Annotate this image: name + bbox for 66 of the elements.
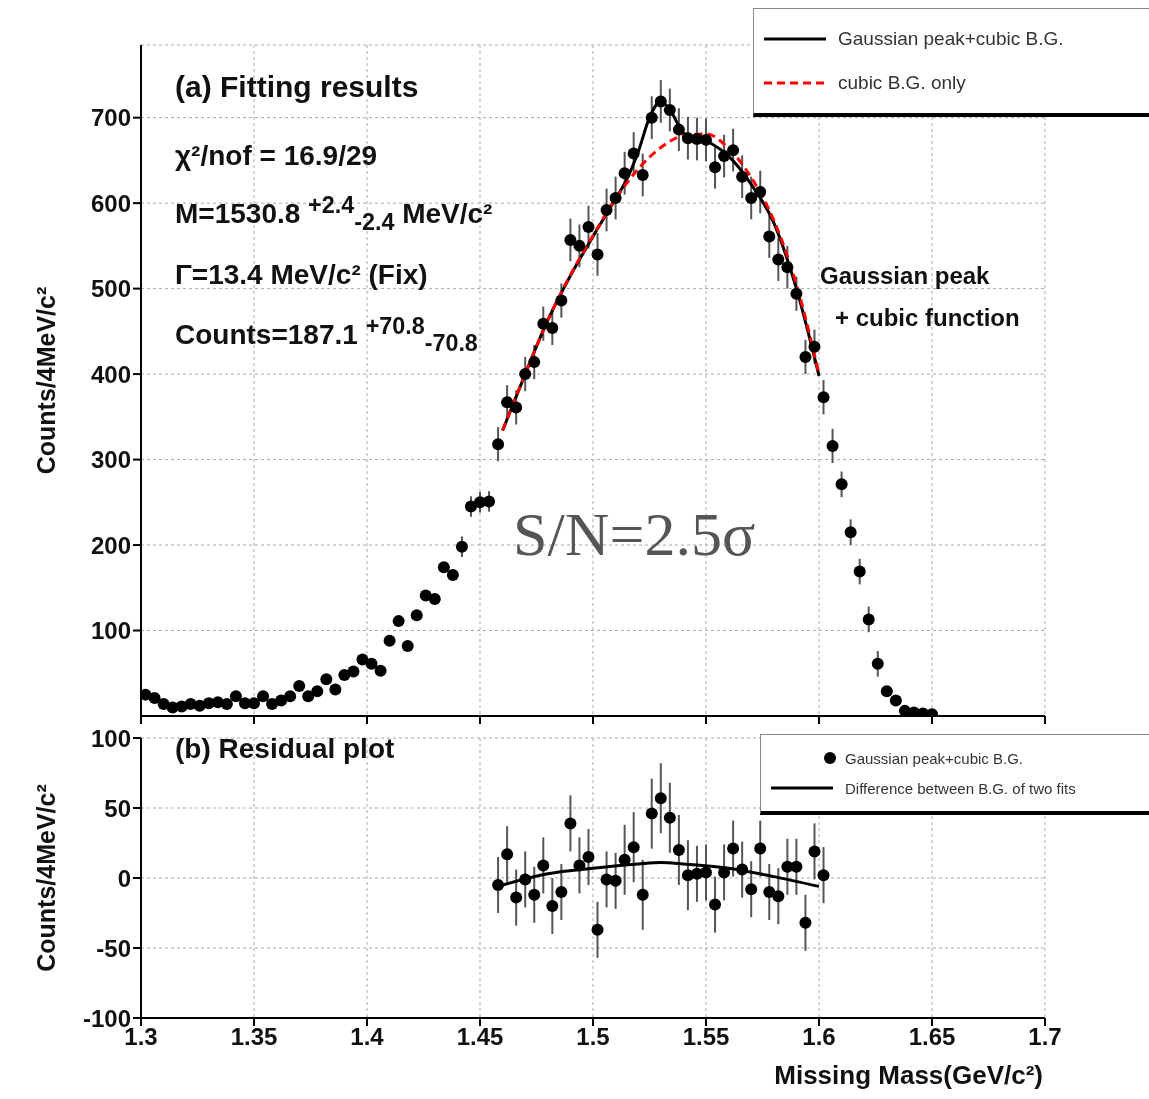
y-tick-label: 50 [104,794,131,822]
point [772,890,785,903]
point [645,807,658,820]
point [709,898,722,911]
point [745,883,758,896]
point [817,869,830,882]
point [582,851,595,863]
annotation: Γ=13.4 MeV/c² (Fix) [175,259,428,291]
point [519,873,532,886]
x-tick-label: 1.6 [802,1023,836,1051]
point [564,817,577,830]
x-tick-label: 1.7 [1028,1023,1062,1051]
y-tick-label: 100 [90,724,131,752]
x-tick-label: 1.4 [350,1023,385,1051]
annotation: S/N=2.5σ [513,500,756,569]
point [763,886,776,898]
point [537,859,550,872]
point [546,900,559,912]
point [609,874,622,887]
point [754,842,767,855]
x-tick-label: 1.55 [682,1023,730,1051]
y-tick-label: -50 [96,934,131,962]
legend-label: Gaussian peak+cubic B.G. [838,28,1064,50]
point [591,923,604,936]
point [790,860,803,873]
point [808,845,821,858]
point [510,891,523,904]
x-tick-label: 1.35 [230,1023,278,1051]
x-tick-label: 1.45 [456,1023,504,1051]
annotation: Gaussian peak [820,262,990,290]
point [555,886,568,898]
point [654,792,667,805]
x-tick-label: 1.65 [908,1023,956,1051]
y-axis-title: Counts/4MeV/c² [31,784,60,972]
point [573,859,586,872]
point [636,888,649,901]
y-tick-label: 300 [90,446,131,474]
point [492,879,505,891]
y-tick-label: 500 [90,275,131,303]
annotation: χ²/nof = 16.9/29 [175,140,378,172]
y-tick-label: 400 [90,360,131,388]
legend-label: Gaussian peak+cubic B.G. [845,749,1024,767]
point [736,863,749,876]
point [718,866,731,879]
y-tick-label: 700 [90,104,131,132]
point [528,888,541,901]
point [501,848,514,861]
y-tick-label: 600 [90,189,131,217]
x-axis-title: Missing Mass(GeV/c²) [774,1060,1043,1090]
annotation: M=1530.8 $^{+2.4}$$_{-2.4}$ MeV/c² [175,192,493,236]
point [799,916,812,929]
y-tick-label: 100 [90,617,131,645]
y-tick-label: 200 [90,531,131,559]
annotation: (b) Residual plot [175,733,395,765]
y-axis-title: Counts/4MeV/c² [31,286,60,475]
legend-label: cubic B.G. only [838,72,966,94]
legend-label: Difference between B.G. of two fits [845,779,1076,797]
annotation: (a) Fitting results [175,70,419,103]
point [663,811,676,824]
point [700,866,712,879]
y-tick-label: 0 [117,864,131,892]
point [627,841,640,854]
point [672,844,685,856]
x-tick-label: 1.5 [576,1023,610,1051]
point [727,842,740,855]
annotation: + cubic function [835,304,1020,332]
